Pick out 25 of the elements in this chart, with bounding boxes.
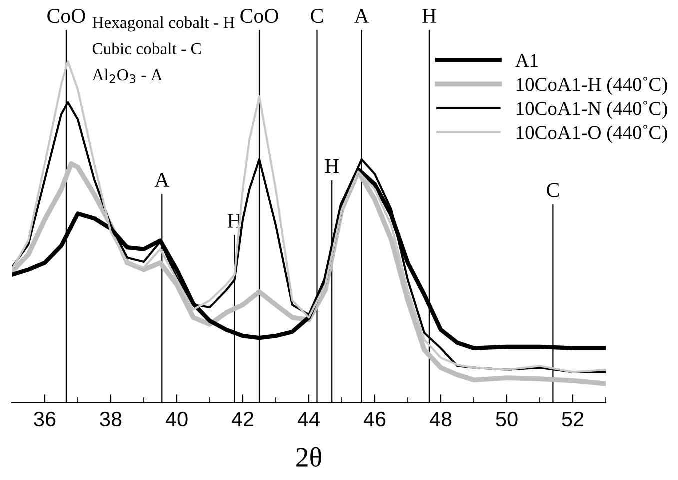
x-tick-label: 42	[232, 412, 254, 426]
x-tick-label: 52	[562, 412, 584, 427]
ref-line-label: H	[325, 160, 340, 174]
ref-line-label: CoO	[240, 9, 278, 24]
x-tick-label: 40	[166, 412, 188, 427]
x-tick-label: 46	[364, 412, 386, 427]
ref-line-label: H	[422, 9, 436, 23]
legend-label: A1	[516, 54, 538, 67]
ref-line-label: CoO	[48, 9, 86, 24]
x-tick-label: 48	[430, 412, 452, 427]
x-tick-label: 36	[34, 412, 56, 427]
ref-line-label: A	[354, 9, 370, 23]
annotation: Al$_{2}$O$_{3}$ - A	[92, 68, 163, 84]
ref-line-label: A	[154, 173, 170, 187]
ref-line-label: C	[311, 9, 324, 24]
x-tick-label: 44	[298, 412, 320, 426]
text: Hexagonal cobalt - H	[92, 16, 235, 32]
ref-line-label: C	[547, 183, 559, 198]
legend-label: 10CoA1-H (440˚C)	[517, 76, 668, 96]
legend-label: 10CoA1-O (440˚C)	[517, 125, 668, 144]
x-tick-label: 50	[496, 412, 518, 427]
text: Cubic cobalt - C	[92, 42, 201, 55]
legend-label: 10CoA1-N (440˚C)	[517, 101, 668, 120]
x-tick-label: 38	[100, 412, 122, 427]
x-axis-title: 2θ	[296, 447, 322, 467]
